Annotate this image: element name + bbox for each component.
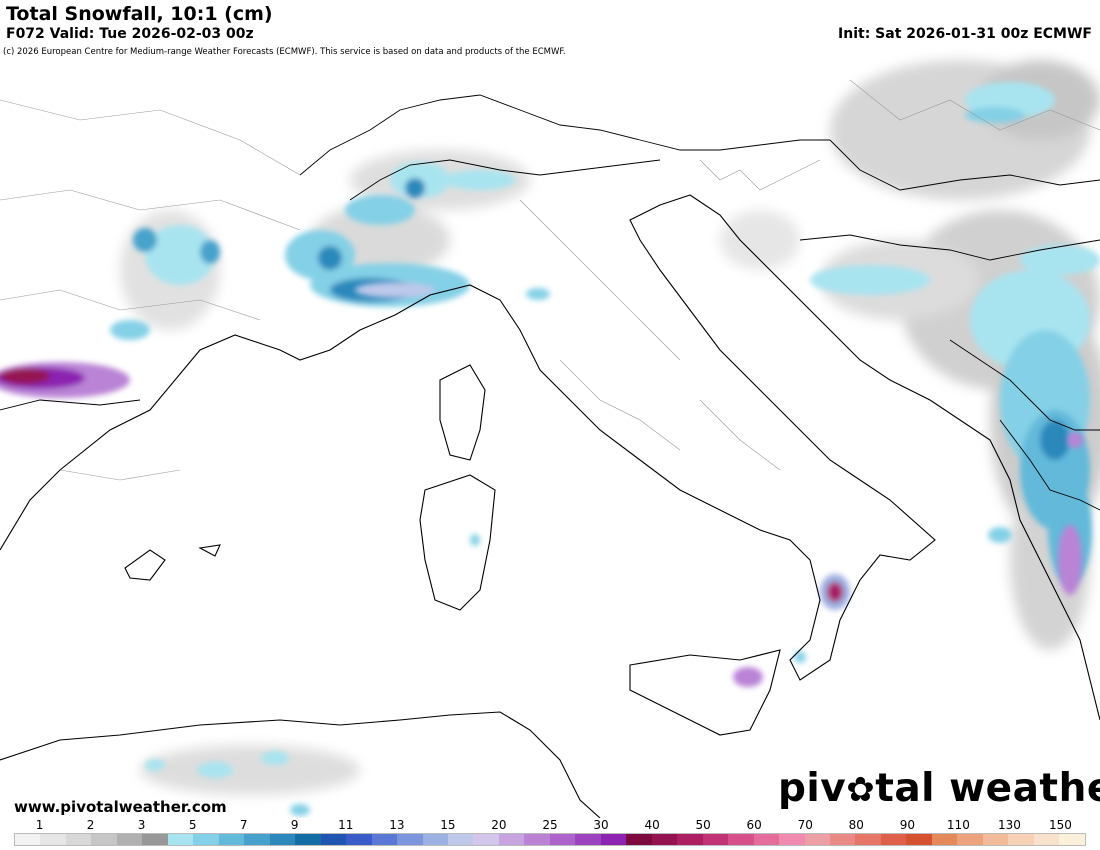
legend-swatch xyxy=(346,834,372,845)
legend-tick-label: 25 xyxy=(542,818,558,832)
legend-tick-label: 3 xyxy=(137,818,146,832)
legend-ticks: 1 2 3 5 7 9 11 13 15 20 25 30 40 50 60 70 80 90 110 130 150 xyxy=(14,818,1086,832)
legend-swatch xyxy=(626,834,652,845)
legend-swatch xyxy=(753,834,780,845)
legend-swatch xyxy=(167,834,194,845)
legend-swatch xyxy=(218,834,245,845)
legend-swatch xyxy=(804,834,830,845)
brand-text-end: tal weather xyxy=(875,766,1100,811)
legend-tick-label: 11 xyxy=(338,818,354,832)
legend-tick-label: 5 xyxy=(188,818,197,832)
legend-swatch xyxy=(1008,834,1034,845)
map-title: Total Snowfall, 10:1 (cm) xyxy=(6,3,273,25)
legend-swatch xyxy=(447,834,474,845)
legend-swatch xyxy=(397,834,423,845)
legend-tick-label: 20 xyxy=(491,818,507,832)
legend-tick-label: 130 xyxy=(997,818,1021,832)
legend-swatch xyxy=(193,834,219,845)
legend-swatch xyxy=(320,834,347,845)
init-time: Init: Sat 2026-01-31 00z ECMWF xyxy=(838,26,1092,42)
legend-colorbar xyxy=(14,833,1086,846)
legend-tick-label: 150 xyxy=(1049,818,1072,832)
legend-tick-label: 9 xyxy=(290,818,299,832)
legend-swatch xyxy=(15,834,41,845)
legend-swatch xyxy=(422,834,448,845)
legend-tick-label: 15 xyxy=(440,818,456,832)
legend-tick-label: 60 xyxy=(746,818,762,832)
legend-swatch xyxy=(116,834,143,845)
legend-swatch xyxy=(779,834,805,845)
legend-swatch xyxy=(142,834,168,845)
legend-tick-label: 110 xyxy=(946,818,970,832)
legend-swatch xyxy=(957,834,983,845)
legend-tick-label: 40 xyxy=(644,818,660,832)
regional-borders xyxy=(0,79,1100,481)
legend-tick-label: 50 xyxy=(695,818,711,832)
legend-tick-label: 30 xyxy=(593,818,609,832)
legend-swatch xyxy=(702,834,729,845)
legend-tick-label: 70 xyxy=(797,818,813,832)
legend-swatch xyxy=(65,834,92,845)
copyright-notice: (c) 2026 European Centre for Medium-rang… xyxy=(3,47,566,57)
legend-swatch xyxy=(498,834,525,845)
legend-swatch xyxy=(244,834,270,845)
legend-swatch xyxy=(295,834,321,845)
legend-swatch xyxy=(575,834,601,845)
valid-time: F072 Valid: Tue 2026-02-03 00z xyxy=(6,26,254,42)
legend-tick-label: 80 xyxy=(848,818,864,832)
header-bar: Total Snowfall, 10:1 (cm) F072 Valid: Tu… xyxy=(0,0,1100,46)
legend-tick-label: 2 xyxy=(86,818,95,832)
legend-swatch xyxy=(728,834,754,845)
gear-icon: ✿ xyxy=(846,770,876,810)
legend-swatch xyxy=(549,834,576,845)
legend-swatch xyxy=(1059,834,1085,845)
snowfall-map xyxy=(0,46,1100,818)
legend-swatch xyxy=(855,834,881,845)
legend-swatch xyxy=(91,834,117,845)
legend-swatch xyxy=(830,834,856,845)
brand-text-start: piv xyxy=(778,766,847,811)
legend-swatch xyxy=(931,834,958,845)
borders xyxy=(0,94,1100,511)
legend-swatch xyxy=(1033,834,1060,845)
legend-tick-label: 90 xyxy=(899,818,915,832)
legend-swatch xyxy=(524,834,550,845)
legend-swatch xyxy=(269,834,296,845)
legend-swatch xyxy=(600,834,627,845)
legend-swatch xyxy=(880,834,907,845)
coastlines xyxy=(0,194,1100,818)
legend-swatch xyxy=(473,834,499,845)
legend-tick-label: 1 xyxy=(35,818,44,832)
legend-swatch xyxy=(40,834,66,845)
legend-swatch xyxy=(677,834,703,845)
legend-swatch xyxy=(651,834,678,845)
legend-swatch xyxy=(982,834,1009,845)
legend-tick-label: 13 xyxy=(389,818,405,832)
legend-swatch xyxy=(906,834,932,845)
heavy-snow-areas xyxy=(0,282,1083,687)
pivotal-weather-logo: piv✿tal weather xyxy=(778,766,1100,811)
legend-swatch xyxy=(371,834,398,845)
website-link[interactable]: www.pivotalweather.com xyxy=(14,798,227,816)
legend-tick-label: 7 xyxy=(239,818,248,832)
